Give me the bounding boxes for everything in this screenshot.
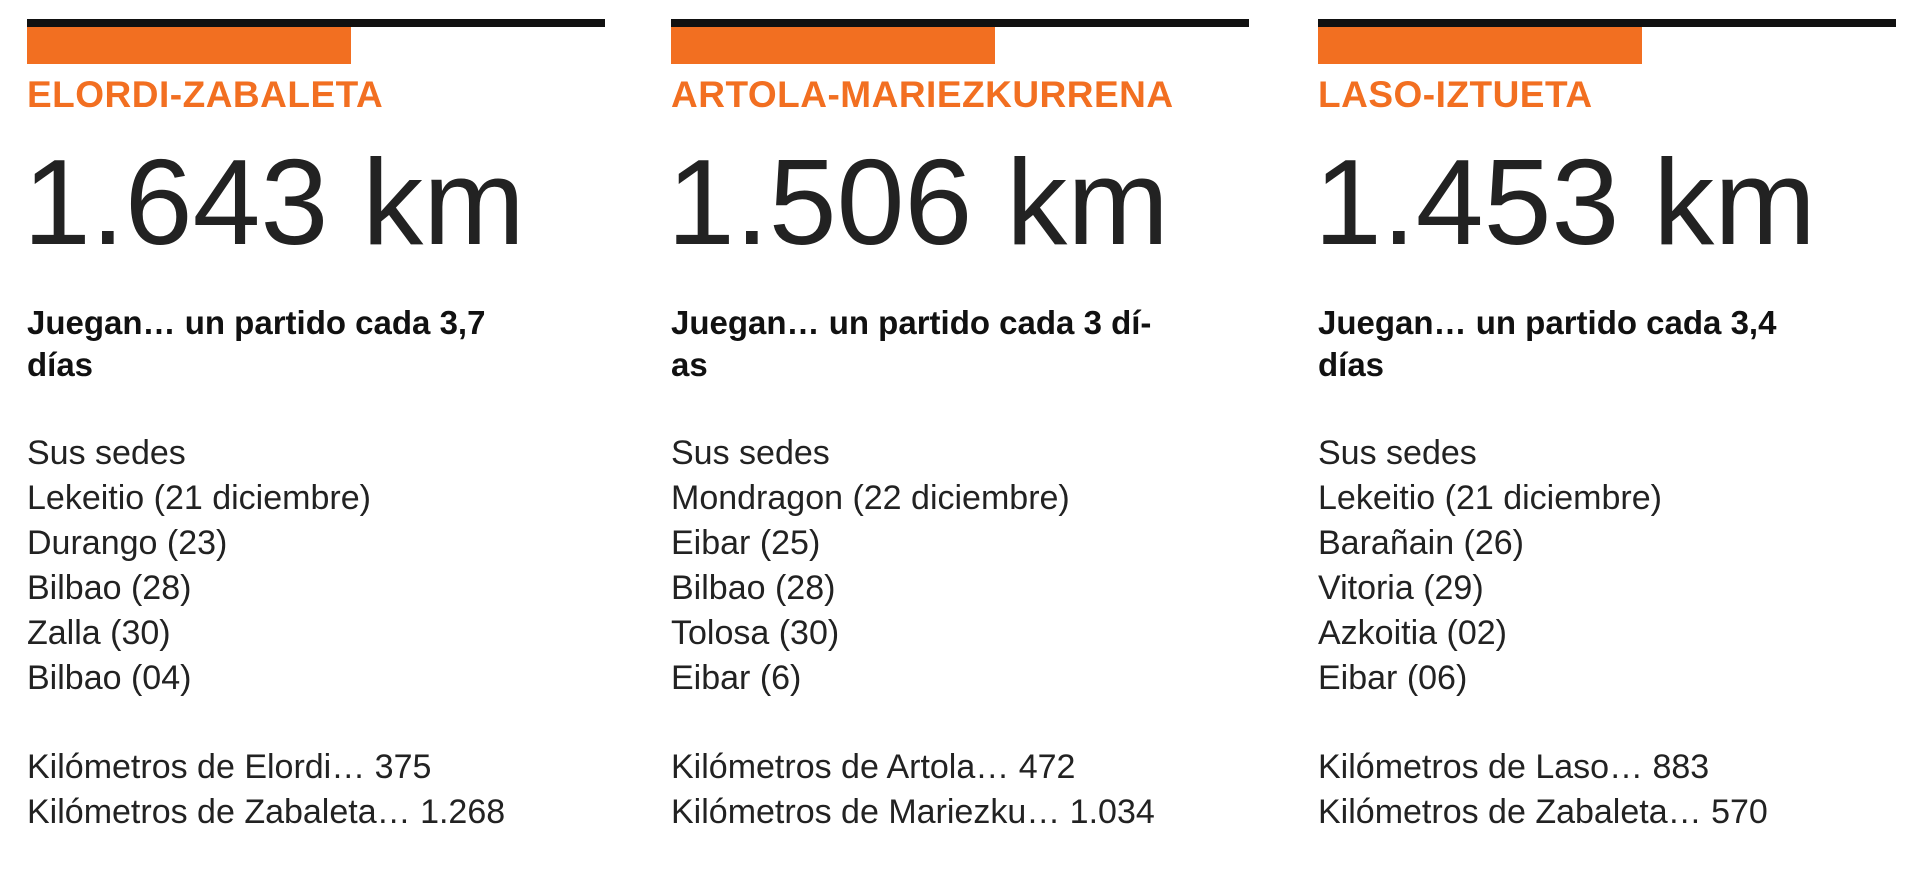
km-line: Kilómetros de Artola… 472 (671, 748, 1076, 786)
column: ARTOLA-MARIEZKURRENA 1.506 km Juegan… un p… (667, 0, 1271, 892)
km-line: Kilómetros de Zabaleta… 1.268 (27, 793, 506, 831)
venue: Tolosa (30) (671, 614, 840, 652)
accent-bar (671, 27, 995, 64)
distance: 1.453 km (1314, 134, 1816, 270)
venue: Vitoria (29) (1318, 569, 1484, 607)
venue: Bilbao (04) (27, 659, 192, 697)
venue: Durango (23) (27, 524, 228, 562)
pair-name: ELORDI-ZABALETA (27, 74, 384, 115)
venue: Mondragon (22 diciembre) (671, 479, 1070, 517)
venue: Lekeitio (21 diciembre) (27, 479, 371, 517)
distance: 1.643 km (23, 134, 525, 270)
venue: Eibar (25) (671, 524, 821, 562)
venue: Azkoitia (02) (1318, 614, 1507, 652)
venue: Bilbao (28) (27, 569, 192, 607)
km-line: Kilómetros de Laso… 883 (1318, 748, 1710, 786)
subtitle: Juegan… un partido cada 3,4 (1318, 304, 1777, 341)
subtitle: as (671, 346, 708, 383)
column: LASO-IZTUETA 1.453 km Juegan… un partido c… (1314, 0, 1918, 892)
column: ELORDI-ZABALETA 1.643 km Juegan… un partid… (23, 0, 627, 892)
venue: Barañain (26) (1318, 524, 1525, 562)
top-rule (27, 19, 605, 27)
pair-name: ARTOLA-MARIEZKURRENA (671, 74, 1174, 115)
top-rule (1318, 19, 1896, 27)
venue: Eibar (6) (671, 659, 802, 697)
subtitle: Juegan… un partido cada 3,7 (27, 304, 486, 341)
venues-heading: Sus sedes (27, 434, 186, 472)
accent-bar (1318, 27, 1642, 64)
subtitle: Juegan… un partido cada 3 dí- (671, 304, 1152, 341)
pair-name: LASO-IZTUETA (1318, 74, 1593, 115)
km-line: Kilómetros de Elordi… 375 (27, 748, 432, 786)
distance: 1.506 km (667, 134, 1169, 270)
subtitle: días (27, 346, 94, 383)
subtitle: días (1318, 346, 1385, 383)
top-rule (671, 19, 1249, 27)
accent-bar (27, 27, 351, 64)
venue: Lekeitio (21 diciembre) (1318, 479, 1662, 517)
venue: Zalla (30) (27, 614, 171, 652)
venues-heading: Sus sedes (1318, 434, 1477, 472)
km-line: Kilómetros de Mariezku… 1.034 (671, 793, 1155, 831)
km-line: Kilómetros de Zabaleta… 570 (1318, 793, 1768, 831)
venue: Bilbao (28) (671, 569, 836, 607)
venues-heading: Sus sedes (671, 434, 830, 472)
venue: Eibar (06) (1318, 659, 1468, 697)
